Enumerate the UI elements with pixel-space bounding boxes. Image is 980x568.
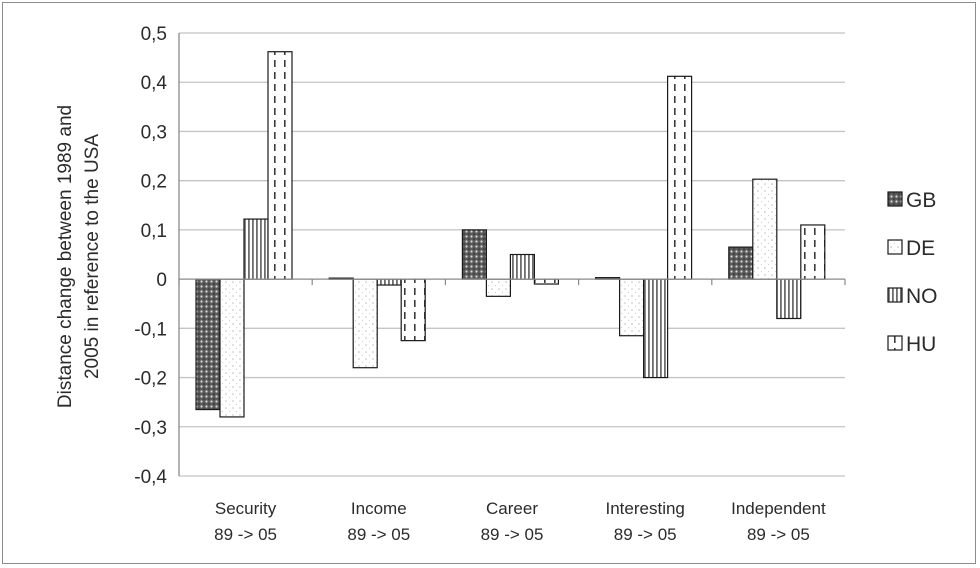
y-tick-label: 0,3: [141, 122, 167, 143]
bar-no-career: [509, 253, 535, 280]
y-tick-label: 0,1: [141, 221, 167, 242]
x-axis-categories: Security 89 -> 05 Income 89 -> 05 Career 89 -…: [214, 499, 826, 544]
legend-swatch-de: [887, 239, 903, 255]
category-sublabel: 89 -> 05: [614, 525, 677, 544]
y-tick-label: -0,3: [134, 418, 167, 439]
bar-de-interesting: [618, 278, 645, 337]
y-tick-label: 0,4: [141, 73, 168, 94]
y-tick-label: 0: [156, 270, 167, 291]
bar-gb-independent: [728, 246, 754, 280]
category-sublabel: 89 -> 05: [481, 525, 544, 544]
bar-no-income: [376, 278, 402, 286]
bar-gb-security: [195, 278, 221, 411]
bar-hu-security: [267, 51, 293, 280]
category-label: Security: [215, 499, 277, 518]
bar-de-independent: [752, 178, 778, 280]
category-label: Income: [351, 499, 407, 518]
bar-hu-independent: [800, 224, 826, 280]
y-tick-label: 0,2: [141, 172, 167, 193]
legend-label-gb: GB: [906, 189, 936, 212]
bar-de-career: [485, 278, 511, 297]
y-axis-title-line: 2005 in reference to the USA: [82, 134, 103, 379]
y-tick-label: -0,1: [134, 319, 167, 340]
bar-hu-income: [400, 278, 426, 342]
legend-label-hu: HU: [906, 333, 936, 356]
axes: [178, 33, 846, 476]
bars: [195, 51, 826, 418]
y-tick-label: -0,4: [134, 467, 167, 488]
legend-swatch-no: [887, 287, 903, 303]
bar-hu-interesting: [666, 75, 693, 280]
category-sublabel: 89 -> 05: [347, 525, 410, 544]
bar-gb-career: [461, 229, 487, 280]
y-tick-label: -0,2: [134, 369, 167, 390]
category-label: Independent: [731, 499, 826, 518]
bar-de-security: [219, 278, 245, 418]
legend-label-de: DE: [906, 237, 935, 260]
legend: GB DE NO HU: [887, 189, 938, 356]
y-axis-title-line: Distance change between 1989 and: [55, 105, 76, 408]
bar-no-independent: [776, 278, 802, 320]
y-axis-ticks: 0,5 0,4 0,3 0,2 0,1 0 -0,1 -0,2 -0,3 -0,4: [134, 24, 167, 488]
legend-swatch-hu: [887, 335, 903, 351]
bar-de-income: [352, 278, 378, 369]
legend-label-no: NO: [906, 285, 938, 308]
category-sublabel: 89 -> 05: [747, 525, 810, 544]
category-label: Career: [486, 499, 538, 518]
bar-hu-career: [533, 278, 560, 285]
bar-no-security: [243, 218, 269, 280]
y-axis-label: Distance change between 1989 and 2005 in …: [55, 105, 103, 408]
y-tick-label: 0,5: [141, 24, 167, 45]
legend-swatch-gb: [887, 191, 903, 207]
bar-no-interesting: [642, 278, 669, 379]
category-sublabel: 89 -> 05: [214, 525, 277, 544]
category-label: Interesting: [606, 499, 685, 518]
